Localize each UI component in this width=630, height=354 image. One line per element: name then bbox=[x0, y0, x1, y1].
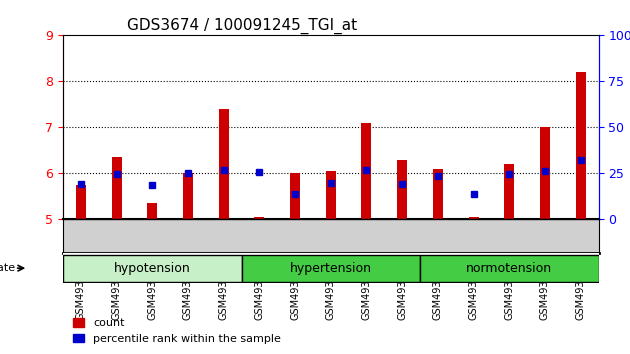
Text: disease state: disease state bbox=[0, 263, 15, 273]
Bar bbox=[219, 109, 229, 219]
Bar bbox=[112, 157, 122, 219]
Bar bbox=[469, 217, 479, 219]
Bar bbox=[326, 171, 336, 219]
FancyBboxPatch shape bbox=[420, 255, 598, 282]
Bar bbox=[576, 72, 586, 219]
FancyBboxPatch shape bbox=[63, 255, 241, 282]
Bar bbox=[183, 173, 193, 219]
Text: GDS3674 / 100091245_TGI_at: GDS3674 / 100091245_TGI_at bbox=[127, 18, 357, 34]
Text: normotension: normotension bbox=[466, 262, 553, 275]
Bar bbox=[540, 127, 550, 219]
Text: hypotension: hypotension bbox=[114, 262, 191, 275]
FancyBboxPatch shape bbox=[241, 255, 420, 282]
Bar bbox=[147, 203, 158, 219]
Bar bbox=[504, 164, 514, 219]
Text: hypertension: hypertension bbox=[290, 262, 372, 275]
Bar bbox=[362, 123, 372, 219]
Bar bbox=[255, 217, 265, 219]
Bar bbox=[290, 173, 300, 219]
Bar bbox=[76, 185, 86, 219]
Legend: count, percentile rank within the sample: count, percentile rank within the sample bbox=[69, 314, 285, 348]
Bar bbox=[397, 160, 407, 219]
Bar bbox=[433, 169, 443, 219]
